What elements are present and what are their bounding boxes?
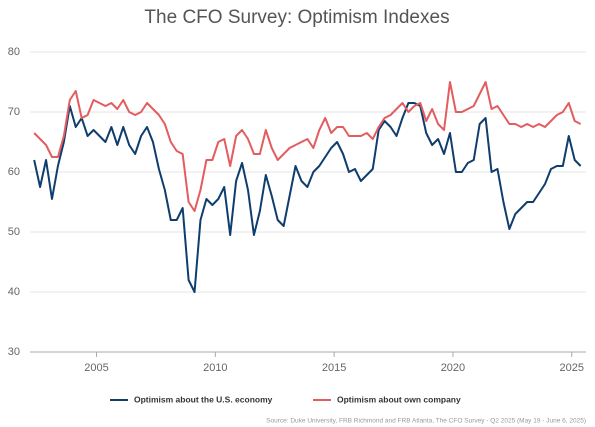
y-tick-label: 70 — [8, 106, 20, 118]
y-tick-label: 80 — [8, 46, 20, 58]
x-tick-label: 2025 — [560, 362, 584, 374]
series-line — [33, 102, 582, 293]
y-tick-label: 50 — [8, 226, 20, 238]
series-line — [33, 81, 582, 212]
x-tick-label: 2020 — [441, 362, 465, 374]
legend-label: Optimism about own company — [337, 394, 461, 404]
x-tick-label: 2010 — [203, 362, 227, 374]
x-tick-label: 2015 — [322, 362, 346, 374]
x-tick-label: 2005 — [84, 362, 108, 374]
chart-title: The CFO Survey: Optimism Indexes — [144, 7, 449, 28]
source: Source: Duke University, FRB Richmond an… — [266, 418, 586, 425]
legend-label: Optimism about the U.S. economy — [134, 394, 273, 404]
y-tick-label: 30 — [8, 346, 20, 358]
y-tick-label: 40 — [8, 286, 20, 298]
y-tick-label: 60 — [8, 166, 20, 178]
